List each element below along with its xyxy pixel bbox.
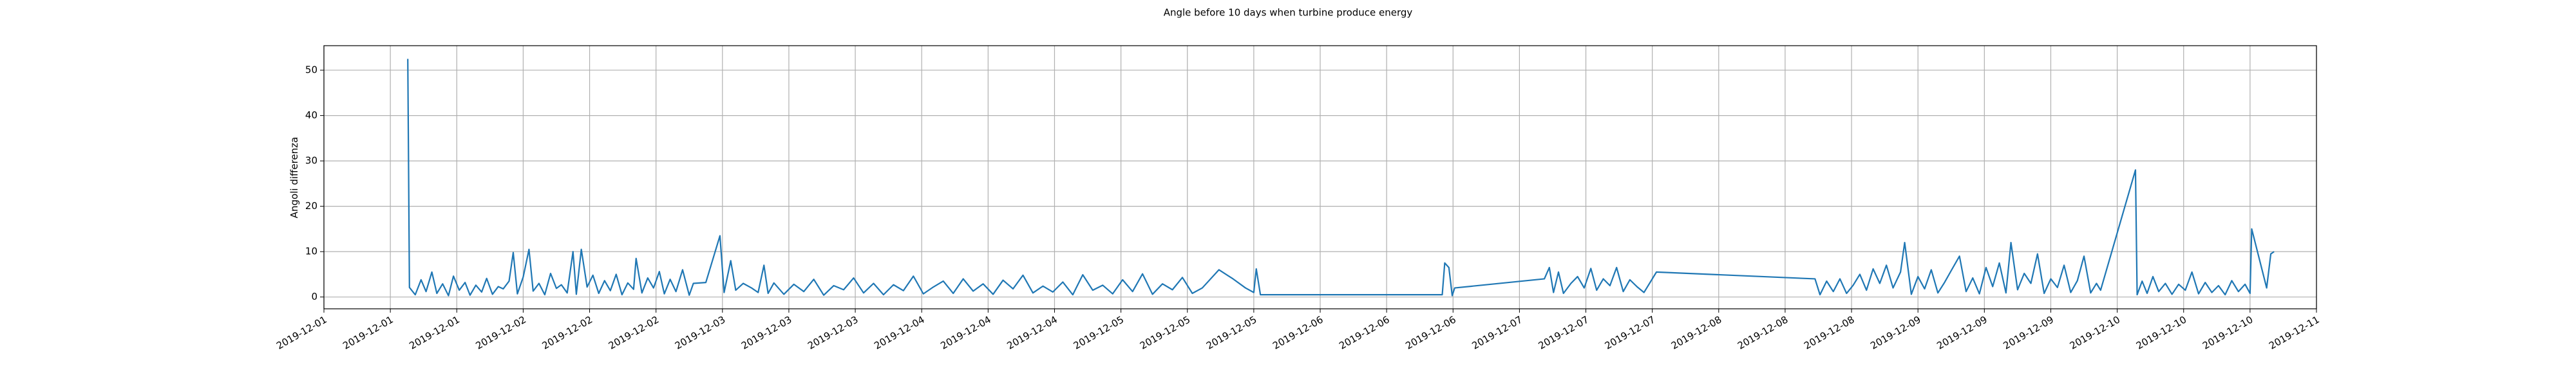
plot-frame [323, 45, 2317, 309]
x-tick-label: 2019-12-03 [806, 314, 860, 352]
y-tick-label: 50 [305, 64, 317, 76]
x-tick-label: 2019-12-05 [1072, 314, 1126, 352]
y-tick-label: 20 [305, 200, 317, 212]
chart-title: Angle before 10 days when turbine produc… [1164, 7, 1413, 19]
x-tick-label: 2019-12-09 [1935, 314, 1989, 352]
x-tick-label: 2019-12-11 [2267, 314, 2322, 352]
x-tick-label: 2019-12-03 [673, 314, 728, 352]
x-tick-label: 2019-12-04 [872, 314, 927, 352]
x-tick-label: 2019-12-09 [2002, 314, 2056, 352]
x-tick-label: 2019-12-08 [1802, 314, 1857, 352]
x-tick-label: 2019-12-06 [1271, 314, 1325, 352]
x-tick-label: 2019-12-10 [2201, 314, 2255, 352]
x-tick-label: 2019-12-06 [1337, 314, 1392, 352]
x-tick-label: 2019-12-01 [407, 314, 462, 352]
y-tick-label: 40 [305, 109, 317, 121]
x-tick-label: 2019-12-07 [1603, 314, 1658, 352]
x-tick-label: 2019-12-05 [1204, 314, 1259, 352]
x-tick-label: 2019-12-07 [1470, 314, 1524, 352]
x-tick-label: 2019-12-07 [1537, 314, 1591, 352]
x-tick-label: 2019-12-04 [1005, 314, 1060, 352]
data-line [407, 59, 2275, 297]
x-tick-label: 2019-12-06 [1403, 314, 1458, 352]
x-tick-label: 2019-12-02 [473, 314, 528, 352]
y-tick-label: 0 [311, 291, 317, 302]
x-tick-label: 2019-12-08 [1669, 314, 1724, 352]
x-tick-label: 2019-12-10 [2134, 314, 2189, 352]
x-tick-label: 2019-12-10 [2068, 314, 2123, 352]
x-tick-label: 2019-12-09 [1868, 314, 1923, 352]
y-tick-label: 30 [305, 155, 317, 167]
x-tick-label: 2019-12-01 [341, 314, 395, 352]
x-tick-label: 2019-12-02 [607, 314, 661, 352]
x-tick-label: 2019-12-02 [540, 314, 595, 352]
x-tick-label: 2019-12-08 [1736, 314, 1790, 352]
y-axis-label: Angoli differenza [289, 137, 300, 218]
x-tick-label: 2019-12-01 [274, 314, 329, 352]
y-tick-label: 10 [305, 246, 317, 257]
x-tick-label: 2019-12-03 [739, 314, 794, 352]
x-tick-label: 2019-12-05 [1138, 314, 1193, 352]
x-tick-label: 2019-12-04 [938, 314, 993, 352]
